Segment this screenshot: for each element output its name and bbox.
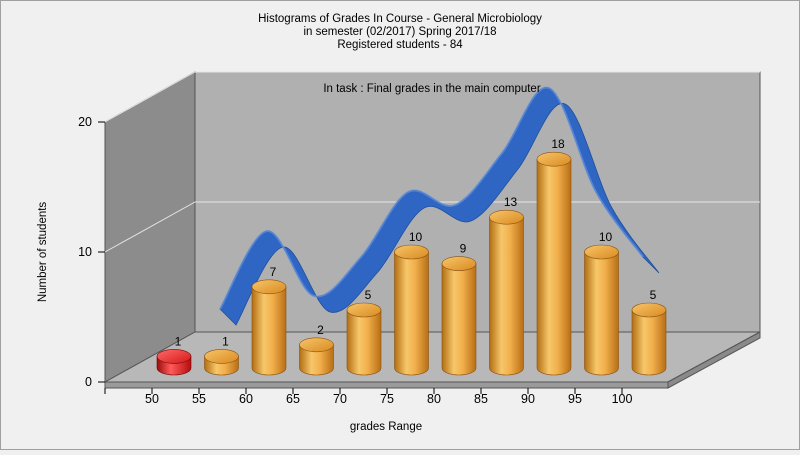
x-axis-label: grades Range xyxy=(350,421,422,433)
x-tick-label: 80 xyxy=(427,392,441,406)
bar-value-label: 1 xyxy=(175,334,182,348)
bar xyxy=(584,244,619,376)
bar xyxy=(631,302,667,376)
bar-body xyxy=(346,309,382,376)
x-tick-label: 70 xyxy=(333,392,347,406)
y-tick-label: 0 xyxy=(85,375,92,389)
x-tick-label: 75 xyxy=(380,392,394,406)
bar-top xyxy=(536,151,572,167)
value-labels: 1 1 7 2 5 10 9 13 18 10 5 xyxy=(175,137,657,348)
bar-body xyxy=(584,251,619,376)
bar-value-label: 9 xyxy=(460,242,467,256)
x-tick-label: 50 xyxy=(145,392,159,406)
bar-top xyxy=(251,279,287,295)
bar xyxy=(394,244,429,376)
bar xyxy=(346,302,382,376)
trend-ribbon-highlight xyxy=(219,86,644,310)
bar-top xyxy=(394,244,429,260)
bar-value-label: 10 xyxy=(599,230,613,244)
trend-ribbon xyxy=(219,86,660,326)
bar-body xyxy=(299,344,334,376)
bars xyxy=(156,151,667,376)
gridline-side xyxy=(104,71,196,123)
bar-body xyxy=(441,263,477,376)
floor-front-edge xyxy=(104,381,669,389)
bar-body xyxy=(631,309,667,376)
bar-top xyxy=(346,302,382,318)
y-axis: 0 10 20 xyxy=(78,115,105,389)
bar-value-label: 13 xyxy=(504,195,518,209)
y-tick-label: 10 xyxy=(78,245,92,259)
x-tick-label: 60 xyxy=(239,392,253,406)
bar-body xyxy=(489,216,524,376)
bar-top xyxy=(204,349,239,364)
chart-subtitle: In task : Final grades in the main compu… xyxy=(323,83,540,95)
y-tick-label: 20 xyxy=(78,115,92,129)
bar xyxy=(536,151,572,376)
x-tick-label: 100 xyxy=(612,392,633,406)
bar-value-label: 10 xyxy=(409,230,423,244)
floor-side-edge xyxy=(667,331,761,389)
bar-value-label: 1 xyxy=(222,334,229,348)
bar-top xyxy=(441,256,477,271)
bar-top xyxy=(489,209,524,225)
bar xyxy=(156,349,192,376)
bar-body xyxy=(251,286,287,376)
bar-value-label: 2 xyxy=(317,323,324,337)
bar xyxy=(251,279,287,376)
x-tick-label: 55 xyxy=(192,392,206,406)
x-tick-label: 85 xyxy=(474,392,488,406)
x-tick-label: 95 xyxy=(568,392,582,406)
bar xyxy=(441,256,477,376)
bar xyxy=(204,349,239,376)
bar-body xyxy=(536,158,572,376)
bar xyxy=(299,337,334,376)
bar-top xyxy=(299,337,334,353)
bar-value-label: 18 xyxy=(551,137,565,151)
bar-value-label: 5 xyxy=(365,288,372,302)
x-tick-label: 65 xyxy=(286,392,300,406)
bar-top xyxy=(584,244,619,260)
chart-title-line-1: Histograms of Grades In Course - General… xyxy=(258,13,542,25)
bar-top xyxy=(631,302,667,318)
y-axis-label: Number of students xyxy=(37,202,49,303)
bar-body xyxy=(394,251,429,376)
bar-value-label: 7 xyxy=(270,265,277,279)
x-tick-label: 90 xyxy=(521,392,535,406)
bar-value-label: 5 xyxy=(650,288,657,302)
gridline-side xyxy=(104,201,196,253)
bar xyxy=(489,209,524,376)
chart-title-line-2: in semester (02/2017) Spring 2017/18 xyxy=(303,26,496,38)
chart-title-line-3: Registered students - 84 xyxy=(337,39,463,51)
x-axis: 50 55 60 65 70 75 80 85 90 95 100 xyxy=(104,388,633,406)
bar-top xyxy=(156,349,192,364)
